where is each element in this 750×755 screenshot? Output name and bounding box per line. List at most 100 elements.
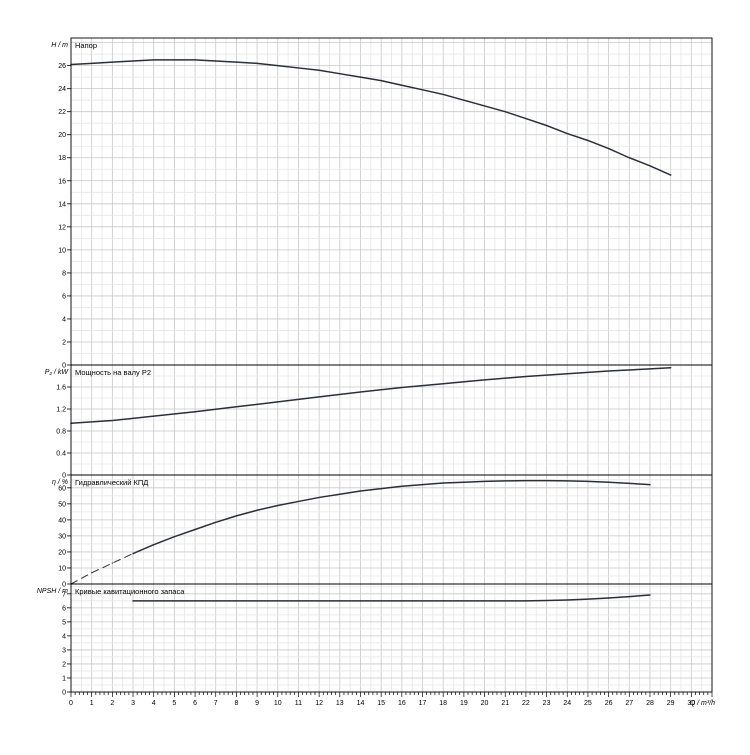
y-tick-label: 0 bbox=[62, 473, 66, 480]
data-point bbox=[132, 600, 134, 602]
data-point bbox=[132, 60, 134, 62]
data-point bbox=[442, 93, 444, 96]
y-tick-label: 10 bbox=[58, 247, 66, 254]
data-point bbox=[649, 484, 651, 486]
y-tick-label: 0 bbox=[62, 582, 66, 589]
data-point bbox=[215, 60, 217, 62]
data-point bbox=[608, 481, 610, 483]
data-point bbox=[256, 62, 258, 64]
data-point bbox=[153, 544, 155, 546]
x-tick-label: 8 bbox=[234, 700, 238, 707]
data-point bbox=[421, 484, 424, 486]
data-point bbox=[525, 480, 527, 482]
series-line bbox=[70, 367, 672, 425]
data-point bbox=[111, 61, 113, 63]
data-point bbox=[442, 600, 444, 602]
data-point bbox=[91, 62, 93, 64]
data-point bbox=[91, 572, 93, 574]
y-tick-label: 26 bbox=[58, 63, 66, 70]
x-tick-label: 30 bbox=[687, 700, 695, 707]
x-tick-label: 12 bbox=[315, 700, 323, 707]
data-point bbox=[525, 117, 527, 120]
data-point bbox=[545, 599, 548, 602]
data-point bbox=[670, 367, 672, 369]
panel-2 bbox=[67, 364, 713, 476]
data-point bbox=[111, 419, 113, 422]
data-point bbox=[587, 480, 589, 483]
y-tick-label: 0.8 bbox=[56, 429, 66, 436]
data-point bbox=[235, 61, 238, 63]
data-point bbox=[670, 174, 672, 176]
data-point bbox=[297, 67, 300, 69]
x-tick-label: 6 bbox=[193, 700, 197, 707]
data-point bbox=[132, 552, 134, 555]
data-point bbox=[359, 391, 362, 393]
y-tick-label: 2 bbox=[62, 661, 66, 668]
y-tick-label: 18 bbox=[58, 155, 66, 162]
data-point bbox=[277, 401, 279, 403]
data-point bbox=[111, 562, 113, 564]
y-tick-label: 22 bbox=[58, 109, 66, 116]
data-point bbox=[545, 124, 548, 127]
data-point bbox=[649, 165, 651, 167]
y-tick-label: 24 bbox=[58, 86, 66, 93]
x-tick-label: 15 bbox=[377, 700, 385, 707]
y-tick-label: 4 bbox=[62, 633, 66, 640]
data-point bbox=[442, 482, 444, 484]
x-tick-label: 18 bbox=[439, 700, 447, 707]
data-point bbox=[628, 482, 630, 484]
data-point bbox=[359, 600, 362, 602]
y-tick-label: 60 bbox=[58, 485, 66, 492]
panel-3 bbox=[67, 474, 713, 585]
data-point bbox=[649, 368, 651, 370]
data-point bbox=[442, 383, 444, 385]
y-tick-label: 50 bbox=[58, 501, 66, 508]
data-point bbox=[380, 80, 382, 82]
data-point bbox=[628, 157, 630, 159]
y-tick-label: 0.4 bbox=[56, 451, 66, 458]
y-tick-label: 0 bbox=[62, 690, 66, 697]
data-point bbox=[194, 59, 196, 61]
y-axis-label: P₂ / kW bbox=[45, 369, 70, 376]
x-tick-label: 14 bbox=[357, 700, 365, 707]
data-point bbox=[566, 373, 568, 375]
data-point bbox=[215, 521, 217, 523]
x-tick-label: 21 bbox=[501, 700, 509, 707]
y-tick-label: 2 bbox=[62, 339, 66, 346]
y-tick-label: 40 bbox=[58, 517, 66, 524]
x-tick-label: 23 bbox=[543, 700, 551, 707]
x-axis bbox=[70, 692, 713, 697]
series-line bbox=[132, 594, 651, 602]
data-point bbox=[525, 375, 527, 378]
y-tick-label: 10 bbox=[58, 565, 66, 572]
x-tick-label: 2 bbox=[110, 700, 114, 707]
panel-title: Напор bbox=[75, 41, 97, 50]
series-line bbox=[70, 59, 672, 176]
x-tick-label: 25 bbox=[584, 700, 592, 707]
data-point bbox=[194, 528, 196, 531]
x-tick-label: 9 bbox=[255, 700, 259, 707]
data-point bbox=[277, 504, 279, 507]
x-tick-label: 7 bbox=[214, 700, 218, 707]
data-point bbox=[401, 84, 403, 86]
panel-frame bbox=[70, 583, 713, 693]
y-tick-label: 12 bbox=[58, 224, 66, 231]
panel-title: Гидравлический КПД bbox=[75, 478, 148, 487]
data-point bbox=[463, 99, 465, 101]
series-line bbox=[132, 479, 651, 555]
x-tick-label: 26 bbox=[605, 700, 613, 707]
data-point bbox=[235, 406, 238, 408]
y-tick-label: 1.2 bbox=[56, 407, 66, 414]
y-tick-label: 8 bbox=[62, 270, 66, 277]
data-point bbox=[587, 139, 589, 142]
data-point bbox=[649, 594, 651, 596]
data-point bbox=[277, 65, 279, 67]
data-point bbox=[566, 480, 568, 482]
data-point bbox=[463, 481, 465, 483]
panel-title: Кривые кавитационного запаса bbox=[75, 587, 185, 596]
panel-4 bbox=[67, 583, 713, 693]
y-tick-label: 6 bbox=[62, 293, 66, 300]
data-point bbox=[608, 597, 610, 599]
data-point bbox=[566, 132, 568, 135]
data-point bbox=[525, 600, 527, 602]
